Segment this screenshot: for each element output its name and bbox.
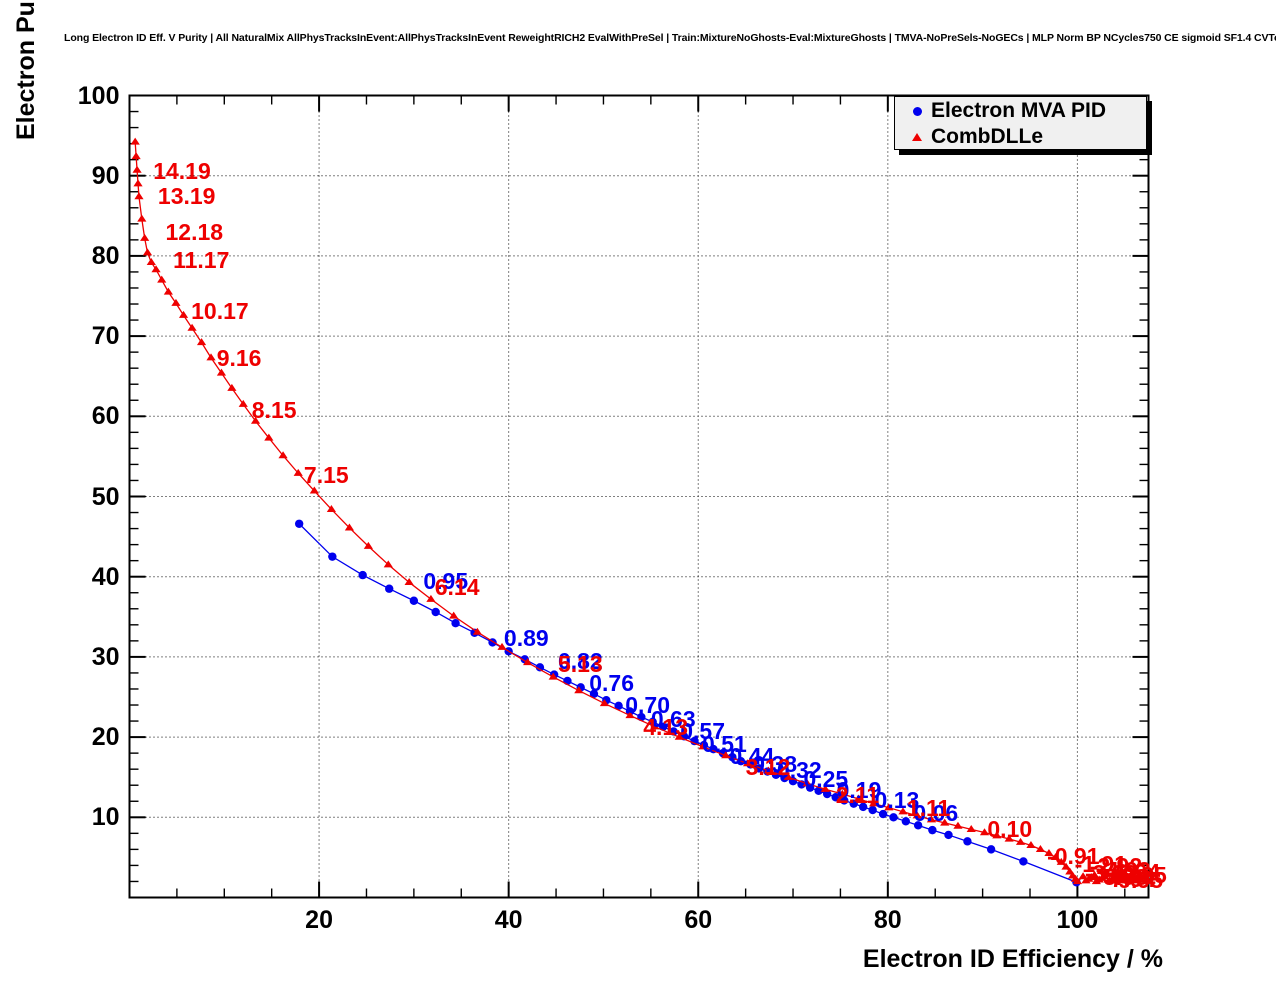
grid-lines	[129, 95, 1149, 898]
data-point-label: 0.44	[729, 743, 775, 770]
data-point-label: -4.93	[1098, 857, 1151, 884]
data-point-label: 5.13	[557, 650, 603, 677]
data-point-label: 0.76	[589, 670, 634, 697]
x-axis-title: Electron ID Efficiency / %	[862, 945, 1163, 973]
data-point-label: 0.63	[650, 706, 696, 733]
data-series	[130, 137, 1144, 887]
y-tick-label: 80	[91, 241, 120, 270]
data-point-label: -7.94	[1103, 865, 1156, 892]
data-point-label: 0.32	[776, 756, 822, 783]
y-tick-label: 70	[91, 322, 120, 351]
data-point-label: 13.19	[157, 182, 216, 209]
data-point-label: 0.95	[423, 568, 469, 595]
x-tick-label: 100	[1056, 905, 1099, 934]
data-point-label: 2.11	[835, 782, 880, 809]
y-tick-label: 40	[91, 562, 120, 591]
data-point-label: 0.51	[702, 731, 747, 758]
data-point-label: -0.91	[1047, 842, 1100, 869]
y-tick-label: 90	[91, 161, 120, 190]
y-tick-label: 10	[91, 803, 120, 832]
data-point-label: 0.06	[913, 800, 959, 827]
data-point-label: 0.13	[874, 787, 920, 814]
data-point-label: 6.14	[434, 573, 480, 600]
data-point-label: 0.82	[557, 647, 603, 674]
data-point-label: 14.19	[153, 157, 211, 184]
data-point-label: -9.95	[1110, 866, 1164, 893]
legend-label: Electron MVA PID	[931, 99, 1107, 122]
data-point-label: 9.16	[216, 344, 262, 371]
data-point-label: 0.70	[625, 691, 671, 718]
data-point-label: 4.13	[643, 714, 689, 741]
data-point-label: -6.94	[1107, 859, 1161, 886]
data-point-label: -1.91	[1074, 850, 1127, 877]
x-tick-label: 20	[305, 905, 333, 934]
legend-entry-combdlle[interactable]: CombDLLe	[903, 124, 1043, 150]
triangle-marker-red-icon	[903, 133, 931, 141]
data-point-label: 0.10	[987, 816, 1033, 843]
data-point-label: 0.19	[836, 776, 882, 803]
data-point-label: 11.17	[173, 246, 230, 273]
legend[interactable]: Electron MVA PID CombDLLe	[894, 96, 1147, 150]
y-tick-label: 50	[91, 482, 120, 511]
y-tick-label: 20	[91, 723, 120, 752]
dot-marker-blue-icon	[903, 106, 931, 116]
data-point-label: 0.89	[503, 625, 549, 652]
x-tick-label: 80	[873, 905, 902, 934]
x-tick-label: 40	[494, 905, 523, 934]
data-point-label: -3.92	[1084, 860, 1138, 887]
y-tick-label: 100	[77, 81, 120, 110]
y-tick-label: 60	[91, 402, 120, 431]
data-point-label: 10.17	[191, 298, 249, 325]
y-tick-label: 30	[91, 642, 120, 671]
legend-label: CombDLLe	[931, 125, 1043, 148]
data-point-label: 1.11	[906, 795, 951, 822]
data-point-label: 7.15	[303, 462, 349, 489]
legend-entry-electron-mva-pid[interactable]: Electron MVA PID	[903, 98, 1106, 124]
data-point-label: 0.57	[680, 718, 725, 745]
x-tick-label: 60	[684, 905, 713, 934]
data-point-label: -8.95	[1114, 861, 1167, 888]
data-point-label: 8.15	[251, 397, 297, 424]
y-axis-title: Electron Purity / %	[12, 0, 40, 140]
data-point-label: 0.25	[803, 765, 849, 792]
data-point-label: 0.38	[752, 751, 798, 778]
data-point-label: 12.18	[165, 219, 224, 246]
axis-ticks	[128, 94, 1149, 899]
data-point-label: -5.93	[1095, 864, 1148, 891]
data-point-label: 3.12	[745, 754, 791, 781]
data-point-label: -2.92	[1089, 853, 1143, 880]
page-title: Long Electron ID Eff. V Purity | All Nat…	[64, 32, 1276, 44]
